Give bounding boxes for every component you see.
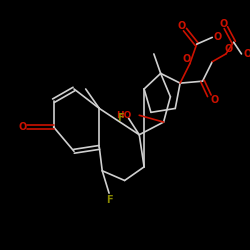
- Text: O: O: [220, 19, 228, 29]
- Text: O: O: [210, 95, 218, 105]
- Text: O: O: [178, 21, 186, 31]
- Text: O: O: [214, 32, 222, 42]
- Text: F: F: [106, 195, 112, 205]
- Text: HO: HO: [116, 111, 132, 120]
- Text: O: O: [243, 49, 250, 59]
- Text: F: F: [118, 113, 124, 123]
- Text: O: O: [225, 44, 233, 54]
- Text: O: O: [18, 122, 26, 132]
- Text: O: O: [183, 54, 191, 64]
